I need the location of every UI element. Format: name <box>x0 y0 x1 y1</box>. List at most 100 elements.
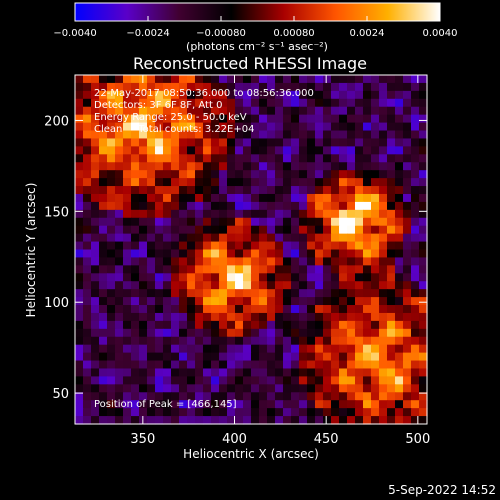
heatmap-cell <box>283 90 292 100</box>
heatmap-cell <box>315 146 324 155</box>
heatmap-cell <box>323 265 332 274</box>
heatmap-cell <box>107 146 116 155</box>
heatmap-cell <box>107 138 116 147</box>
heatmap-cell <box>99 209 108 219</box>
heatmap-cell <box>131 273 140 282</box>
heatmap-cell <box>403 138 412 147</box>
heatmap-cell <box>267 138 276 147</box>
heatmap-cell <box>291 289 300 298</box>
heatmap-cell <box>123 75 132 84</box>
heatmap-cell <box>411 312 420 322</box>
heatmap-cell <box>403 328 412 338</box>
heatmap-cell <box>291 273 300 282</box>
heatmap-cell <box>123 114 132 124</box>
heatmap-cell <box>171 249 180 259</box>
heatmap-cell <box>139 344 148 354</box>
heatmap-cell <box>139 209 148 219</box>
heatmap-cell <box>259 392 268 401</box>
heatmap-cell <box>91 328 100 338</box>
heatmap-cell <box>203 201 212 211</box>
heatmap-cell <box>331 384 340 393</box>
heatmap-cell <box>275 249 284 259</box>
heatmap-cell <box>331 368 340 378</box>
heatmap-cell <box>307 352 316 362</box>
heatmap-cell <box>115 241 124 251</box>
heatmap-cell <box>139 241 148 251</box>
heatmap-cell <box>419 400 428 409</box>
heatmap-cell <box>139 154 148 163</box>
heatmap-cell <box>379 122 388 132</box>
heatmap-cell <box>307 336 316 346</box>
heatmap-cell <box>283 154 292 163</box>
heatmap-cell <box>347 265 356 274</box>
heatmap-cell <box>411 241 420 251</box>
heatmap-cell <box>331 305 340 314</box>
heatmap-cell <box>211 400 220 409</box>
heatmap-cell <box>91 122 100 132</box>
heatmap-cell <box>323 154 332 163</box>
heatmap-cell <box>107 249 116 259</box>
heatmap-cell <box>259 225 268 235</box>
heatmap-cell <box>91 98 100 108</box>
heatmap-cell <box>227 376 236 385</box>
heatmap-cell <box>203 146 212 155</box>
heatmap-cell <box>419 416 428 425</box>
heatmap-cell <box>395 376 404 385</box>
heatmap-cell <box>171 90 180 100</box>
heatmap-cell <box>323 400 332 409</box>
heatmap-cell <box>187 360 196 370</box>
heatmap-cell <box>171 162 180 171</box>
heatmap-cell <box>387 257 396 266</box>
heatmap-cell <box>235 249 244 259</box>
heatmap-cell <box>147 265 156 274</box>
heatmap-cell <box>291 98 300 108</box>
heatmap-cell <box>355 281 364 290</box>
heatmap-cell <box>395 82 404 92</box>
heatmap-cell <box>299 201 308 211</box>
heatmap-cell <box>107 241 116 251</box>
heatmap-cell <box>355 193 364 203</box>
heatmap-cell <box>411 265 420 274</box>
heatmap-cell <box>147 400 156 409</box>
footer-date: 5-Sep-2022 14:52 <box>388 483 496 497</box>
heatmap-cell <box>291 384 300 393</box>
heatmap-cell <box>283 233 292 243</box>
heatmap-cell <box>75 154 84 163</box>
heatmap-cell <box>291 265 300 274</box>
heatmap-cell <box>387 312 396 322</box>
heatmap-cell <box>299 416 308 425</box>
heatmap-cell <box>395 154 404 163</box>
heatmap-cell <box>267 400 276 409</box>
heatmap-cell <box>131 400 140 409</box>
heatmap-cell <box>283 289 292 298</box>
heatmap-cell <box>355 392 364 401</box>
heatmap-cell <box>323 376 332 385</box>
heatmap-cell <box>227 225 236 235</box>
heatmap-cell <box>243 193 252 203</box>
heatmap-cell <box>163 273 172 282</box>
heatmap-cell <box>291 400 300 409</box>
colorbar <box>74 2 441 22</box>
heatmap-cell <box>131 289 140 298</box>
heatmap-cell <box>387 170 396 179</box>
heatmap-cell <box>171 281 180 290</box>
heatmap-cell <box>115 225 124 235</box>
heatmap-cell <box>275 193 284 203</box>
heatmap-cell <box>283 75 292 84</box>
heatmap-cell <box>171 257 180 266</box>
heatmap-cell <box>355 209 364 219</box>
heatmap-cell <box>403 400 412 409</box>
heatmap-cell <box>211 281 220 290</box>
heatmap-cell <box>243 241 252 251</box>
heatmap-cell <box>123 281 132 290</box>
heatmap-cell <box>155 193 164 203</box>
heatmap-cell <box>363 368 372 378</box>
heatmap-cell <box>171 75 180 84</box>
heatmap-cell <box>219 352 228 362</box>
heatmap-cell <box>227 162 236 171</box>
heatmap-cell <box>299 312 308 322</box>
heatmap-cell <box>163 352 172 362</box>
heatmap-cell <box>83 312 92 322</box>
heatmap-cell <box>323 384 332 393</box>
heatmap-cell <box>211 138 220 147</box>
